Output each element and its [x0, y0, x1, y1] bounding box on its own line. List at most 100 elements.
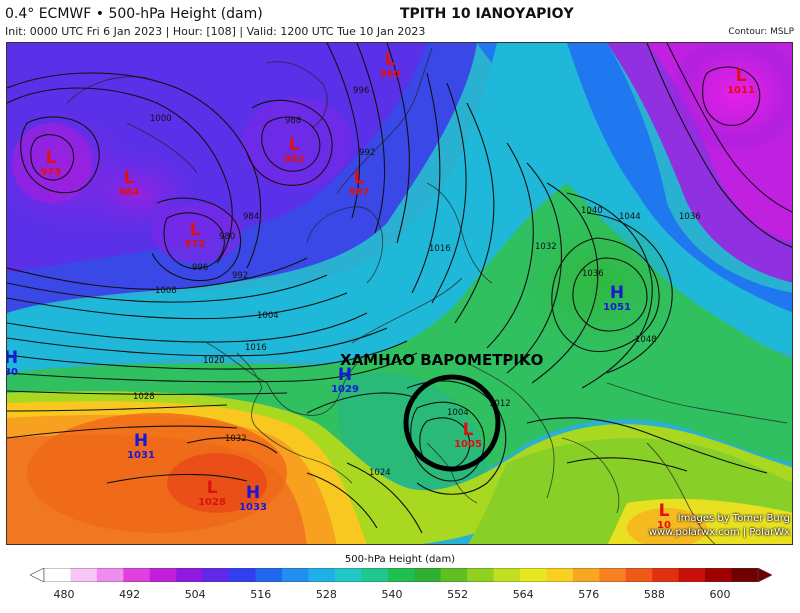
contour-note: Contour: MSLP [728, 27, 794, 37]
isobar-label: 1012 [489, 399, 511, 409]
colorbar-tick-label: 504 [184, 588, 206, 601]
pressure-value: 1031 [127, 450, 155, 461]
isobar-label: 992 [359, 148, 375, 158]
high-pressure-marker: H [610, 283, 624, 303]
colorbar-max-arrow [757, 568, 772, 582]
colorbar-tick-label: 588 [643, 588, 665, 601]
high-pressure-marker: H [246, 483, 260, 503]
high-pressure-marker: H [134, 431, 148, 451]
colorbar-swatch [149, 568, 177, 582]
colorbar-tick-label: 540 [381, 588, 403, 601]
isobar-label: 1032 [225, 434, 247, 444]
colorbar-swatch [96, 568, 124, 582]
pressure-value: 10 [657, 520, 671, 531]
pressure-value: 975 [41, 167, 62, 178]
colorbar-swatch [678, 568, 706, 582]
credit-site[interactable]: www.polarwx.com | PolarWx [648, 527, 790, 538]
colorbar-tick-label: 528 [315, 588, 337, 601]
colorbar-swatch [229, 568, 257, 582]
legend-title: 500-hPa Height (dam) [344, 554, 456, 565]
image-credit: Images by Tomer Burg www.polarwx.com | P… [649, 512, 790, 540]
colorbar-swatch [202, 568, 230, 582]
low-pressure-marker: L [46, 148, 57, 168]
isobar-label: 1048 [635, 335, 657, 345]
low-pressure-marker: L [385, 50, 396, 70]
colorbar-swatch [334, 568, 362, 582]
colorbar-swatch [123, 568, 151, 582]
pressure-value: 1011 [727, 85, 755, 96]
colorbar-ticks: 480 492 504 516 528 540 552 564 576 588 600 [0, 588, 800, 604]
highlight-circle [403, 374, 501, 472]
pressure-centers: L980L1011L975L984L982L987L972H1051H30H10… [7, 50, 755, 531]
isobar-label: 1024 [369, 468, 391, 478]
low-pressure-marker: L [736, 66, 747, 86]
weather-map: 1000 996 988 992 984 980 996 992 1008 1004 1016 102… [6, 42, 793, 545]
annotation-label: ΧΑΜΗΛΟ ΒΑΡΟΜΕΤΡΙΚΟ [340, 351, 543, 369]
model-title: 0.4° ECMWF • 500-hPa Height (dam) [5, 6, 263, 22]
colorbar-swatch [625, 568, 653, 582]
pressure-value: 972 [185, 239, 206, 250]
colorbar-swatch [282, 568, 309, 582]
pressure-value: 30 [7, 367, 18, 378]
pressure-value: 982 [284, 154, 305, 165]
pressure-value: 1028 [198, 497, 226, 508]
colorbar-swatch [467, 568, 495, 582]
isobar-label: 1008 [155, 286, 177, 296]
colorbar-tick-label: 492 [119, 588, 141, 601]
colorbar-swatch [599, 568, 627, 582]
isobar-label: 1036 [679, 212, 701, 222]
isobar-label: 1016 [245, 343, 267, 353]
run-info: Init: 0000 UTC Fri 6 Jan 2023 | Hour: [1… [5, 25, 426, 38]
isobar-label: 1004 [257, 311, 279, 321]
low-pressure-marker: L [659, 501, 670, 521]
pressure-value: 1051 [603, 302, 631, 313]
colorbar-swatch [440, 568, 468, 582]
low-pressure-marker: L [289, 135, 300, 155]
colorbar-tick-label: 600 [709, 588, 731, 601]
isobar-label: 996 [353, 86, 369, 96]
isobar-label: 992 [232, 271, 248, 281]
colorbar-swatch [387, 568, 415, 582]
low-pressure-marker: L [463, 420, 474, 440]
colorbar-swatch [652, 568, 680, 582]
isobar-label: 1040 [581, 206, 603, 216]
isobar-label: 984 [243, 212, 259, 222]
colorbar-swatch [70, 568, 98, 582]
colorbar-tick-label: 516 [250, 588, 272, 601]
low-pressure-marker: L [124, 168, 135, 188]
pressure-value: 984 [119, 187, 140, 198]
colorbar-swatch [493, 568, 521, 582]
date-title: ΤΡΙΤΗ 10 ΙΑΝΟΥΑΡΙΟΥ [400, 6, 574, 22]
low-pressure-marker: L [354, 168, 365, 188]
colorbar-swatch [308, 568, 336, 582]
isobar-label: 1036 [582, 269, 604, 279]
isobar-label: 1028 [133, 392, 155, 402]
map-canvas: 1000 996 988 992 984 980 996 992 1008 1004 1016 102… [7, 43, 792, 544]
isobar-label: 1004 [447, 408, 469, 418]
isobars [7, 43, 792, 534]
colorbar-tick-label: 564 [512, 588, 534, 601]
colorbar-swatch [546, 568, 574, 582]
high-pressure-marker: H [338, 365, 352, 385]
colorbar-swatch [361, 568, 389, 582]
colorbar-tick-label: 480 [53, 588, 75, 601]
isobar-label: 980 [219, 232, 235, 242]
colorbar-swatch [520, 568, 547, 582]
colorbar-min-arrow [30, 568, 45, 582]
isobar-label: 1020 [203, 356, 225, 366]
chart-header: 0.4° ECMWF • 500-hPa Height (dam) Init: … [0, 0, 800, 42]
colorbar-swatch [414, 568, 442, 582]
pressure-value: 1005 [454, 439, 482, 450]
colorbar-swatch [255, 568, 283, 582]
pressure-value: 980 [380, 69, 401, 80]
colorbar-tick-label: 552 [447, 588, 469, 601]
isobar-label: 1044 [619, 212, 641, 222]
credit-author: Images by Tomer Burg [677, 513, 790, 524]
colorbar-swatch [731, 568, 759, 582]
low-pressure-marker: L [207, 478, 218, 498]
high-pressure-marker: H [7, 348, 18, 368]
pressure-value: 1029 [331, 384, 359, 395]
isobar-label: 988 [285, 116, 301, 126]
pressure-value: 1033 [239, 502, 267, 513]
isobar-label: 996 [192, 263, 208, 273]
